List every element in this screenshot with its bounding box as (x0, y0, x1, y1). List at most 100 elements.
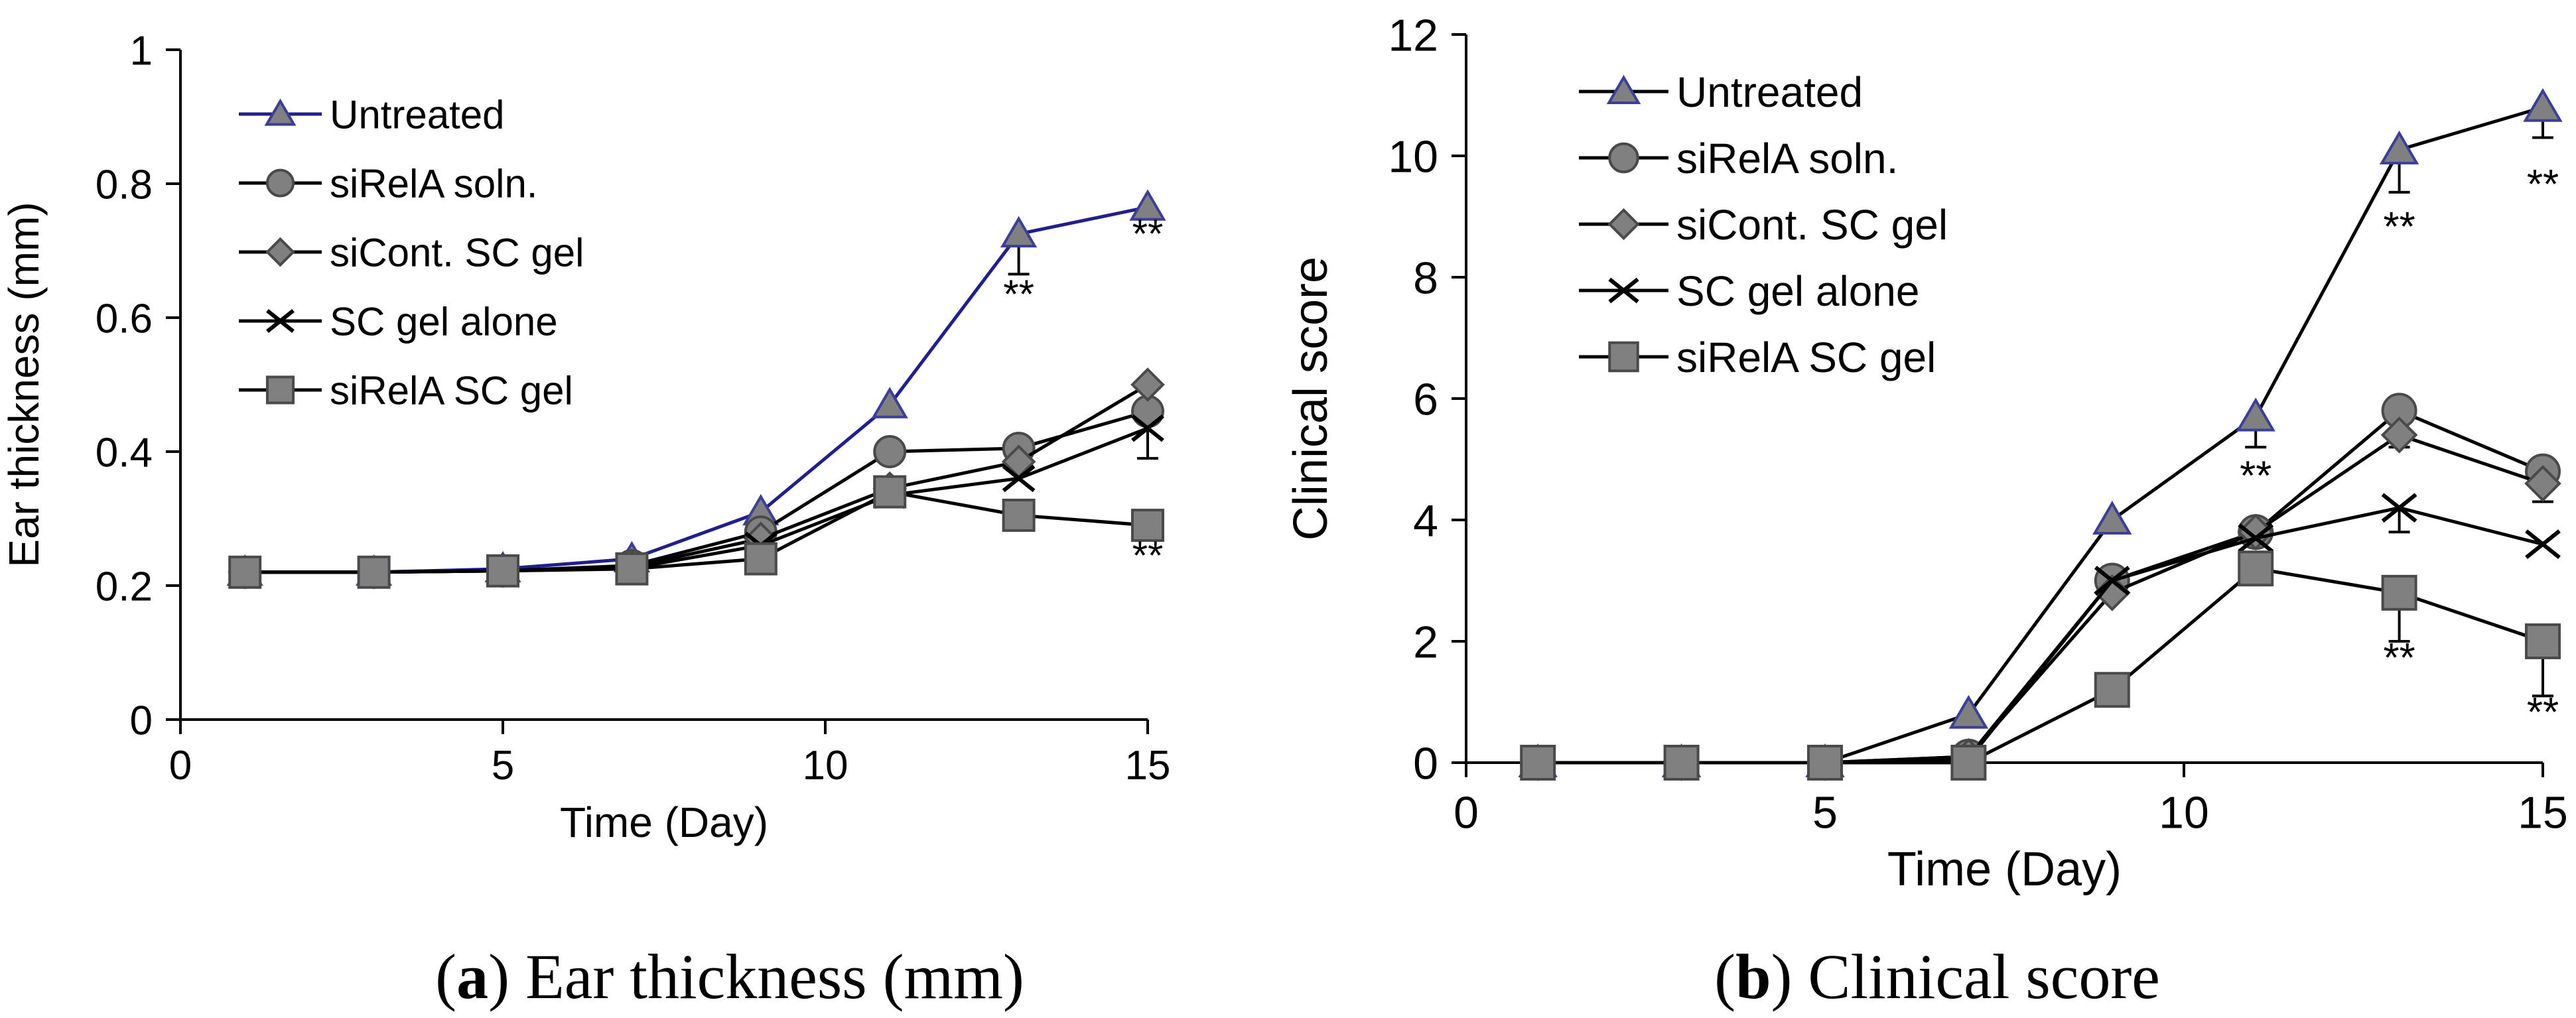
legend: Untreated siRelA soln. siCont. SC gel SC ge… (239, 93, 584, 413)
y-tick-label: 0.2 (96, 564, 153, 609)
y-tick-label: 4 (1413, 495, 1438, 546)
data-point (1002, 498, 1036, 532)
legend-marker (1607, 208, 1640, 241)
legend-label: siRelA SC gel (1676, 334, 1936, 381)
y-tick-label: 6 (1413, 374, 1438, 424)
data-point (1950, 745, 1987, 781)
x-tick-label: 15 (1125, 743, 1171, 789)
legend-item: siCont. SC gel (1579, 201, 1948, 249)
data-point (2238, 550, 2274, 587)
data-point (2524, 465, 2561, 502)
data-point (2094, 566, 2130, 596)
data-point (1000, 216, 1038, 248)
caption-a: (a) Ear thickness (mm) (435, 941, 1024, 1012)
legend-item: SC gel alone (239, 300, 558, 344)
significance-annotation: ** (1003, 272, 1034, 316)
data-point (228, 555, 262, 589)
data-point (2381, 574, 2417, 611)
y-tick-label: 0 (130, 698, 153, 743)
data-point (1520, 745, 1556, 781)
legend-item: siRelA SC gel (1579, 334, 1936, 381)
data-point (2523, 88, 2563, 122)
data-point (1131, 414, 1164, 442)
y-axis-label: Ear thickness (mm) (0, 202, 48, 567)
data-point (486, 554, 519, 588)
data-point (873, 475, 907, 509)
y-tick-label: 0.6 (96, 296, 153, 342)
data-point (2525, 529, 2561, 559)
legend: Untreated siRelA soln. siCont. SC gel SC ge… (1579, 68, 1948, 381)
legend-marker (1608, 341, 1639, 373)
legend-item: Untreated (239, 93, 505, 137)
data-point (615, 552, 649, 586)
data-point (1129, 189, 1166, 221)
x-axis-label: Time (Day) (560, 798, 768, 846)
legend-marker (265, 168, 295, 198)
data-point (1807, 745, 1843, 781)
y-tick-label: 0 (1413, 738, 1438, 789)
svg-text:(b) Clinical score: (b) Clinical score (1714, 941, 2160, 1012)
legend-marker (1608, 277, 1639, 304)
x-tick-label: 0 (1454, 788, 1479, 838)
legend-label: Untreated (1676, 68, 1863, 116)
y-tick-label: 0.8 (96, 162, 153, 208)
caption-a-text: Ear thickness (mm) (509, 941, 1024, 1012)
legend-label: siCont. SC gel (330, 231, 584, 275)
data-point (2236, 397, 2275, 432)
series-line (245, 489, 1148, 574)
legend-label: siRelA soln. (330, 162, 537, 206)
legend-label: SC gel alone (330, 300, 558, 344)
legend-marker (266, 309, 295, 333)
x-tick-label: 0 (169, 743, 192, 789)
data-point (2525, 623, 2561, 659)
series-sirela-sc-gel (228, 475, 1164, 589)
legend-item: siRelA SC gel (239, 369, 573, 413)
legend-label: siCont. SC gel (1676, 201, 1948, 249)
significance-annotation: ** (2383, 204, 2415, 250)
legend-marker (265, 237, 295, 267)
legend-item: siCont. SC gel (239, 231, 584, 275)
x-tick-label: 10 (803, 743, 848, 789)
data-point (744, 542, 778, 576)
legend-marker (1606, 74, 1641, 104)
data-point (1130, 367, 1165, 402)
legend-item: siRelA soln. (239, 162, 537, 206)
x-axis-label: Time (Day) (1887, 843, 2122, 896)
x-tick-label: 5 (492, 743, 514, 789)
y-tick-label: 0.4 (96, 430, 153, 476)
legend-marker (264, 98, 297, 126)
y-tick-label: 12 (1388, 10, 1438, 60)
series-line (1538, 566, 2543, 765)
x-tick-label: 10 (2159, 788, 2209, 838)
data-point (1002, 464, 1036, 493)
data-point (873, 435, 907, 468)
y-tick-label: 2 (1413, 617, 1438, 667)
caption-b-text: Clinical score (1792, 941, 2159, 1012)
legend-item: SC gel alone (1579, 267, 1919, 315)
error-bar (2388, 507, 2410, 534)
legend-label: Untreated (330, 93, 505, 137)
data-point (2379, 130, 2419, 164)
svg-text:(a) Ear thickness (mm): (a) Ear thickness (mm) (435, 941, 1024, 1012)
data-point (1131, 509, 1164, 542)
data-point (2238, 523, 2274, 553)
caption-b: (b) Clinical score (1714, 941, 2160, 1012)
y-axis-label: Clinical score (1284, 257, 1337, 541)
data-point (2381, 493, 2417, 523)
legend-item: Untreated (1579, 68, 1863, 116)
legend-marker (1608, 142, 1639, 174)
x-tick-label: 5 (1812, 788, 1838, 838)
series-sirela-sc-gel (1520, 550, 2561, 781)
significance-annotation: ** (2383, 635, 2415, 681)
data-point (1948, 694, 1989, 729)
y-tick-label: 1 (130, 28, 153, 74)
data-point (2092, 501, 2132, 535)
panel-b-clinical-score-chart: 0 2 4 6 8 10 12 0 5 10 15 Time (Day) Clinical score *… (1284, 10, 2568, 896)
significance-annotation: ** (2527, 162, 2559, 208)
caption-a-letter: a (456, 941, 488, 1012)
legend-item: siRelA soln. (1579, 135, 1898, 182)
legend-label: siRelA soln. (1676, 135, 1898, 182)
data-point (357, 555, 391, 589)
caption-b-letter: b (1735, 941, 1771, 1012)
